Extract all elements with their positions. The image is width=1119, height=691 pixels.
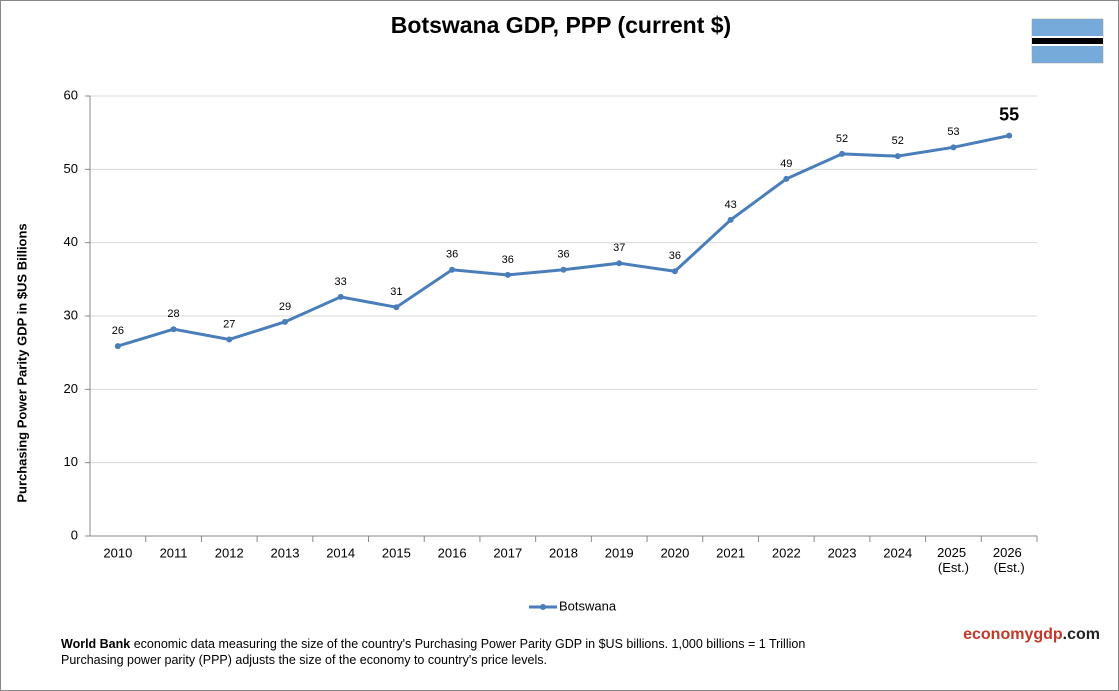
point xyxy=(393,304,400,311)
y-tick-label: 50 xyxy=(64,161,78,176)
x-tick-label: 2023 xyxy=(828,545,857,560)
data-label: 36 xyxy=(669,250,681,262)
data-label: 33 xyxy=(335,276,347,288)
brand: economygdp.com xyxy=(963,626,1100,644)
point xyxy=(560,266,567,273)
x-tick-label: 2015 xyxy=(382,545,411,560)
data-label: 36 xyxy=(557,249,569,261)
brand-name: economygdp xyxy=(963,626,1063,643)
point xyxy=(170,326,177,333)
y-tick-label: 20 xyxy=(64,381,78,396)
point xyxy=(616,260,623,267)
x-tick-label: 2019 xyxy=(605,545,634,560)
y-tick-label: 30 xyxy=(64,307,78,322)
x-tick-label: 2020 xyxy=(660,545,689,560)
flag xyxy=(1031,18,1104,64)
data-label: 37 xyxy=(613,242,625,254)
point xyxy=(1006,132,1013,139)
y-tick-label: 10 xyxy=(64,454,78,469)
x-tick-label: 2016 xyxy=(438,545,467,560)
point xyxy=(671,268,678,275)
x-tick-label: 2011 xyxy=(160,545,188,560)
data-label: 49 xyxy=(780,158,792,170)
data-label: 52 xyxy=(892,135,904,147)
point xyxy=(449,266,456,273)
x-tick-label: 2012 xyxy=(215,545,244,560)
point xyxy=(727,216,734,223)
footer-line: Purchasing power parity (PPP) adjusts th… xyxy=(61,653,547,667)
point xyxy=(337,293,344,300)
data-label: 52 xyxy=(836,133,848,145)
point xyxy=(281,318,288,325)
x-tick-label: 2022 xyxy=(772,545,801,560)
point xyxy=(226,336,233,343)
y-tick-label: 40 xyxy=(64,234,78,249)
data-label: 43 xyxy=(724,199,736,211)
brand-suffix: .com xyxy=(1062,626,1100,643)
data-label: 26 xyxy=(112,325,124,337)
x-tick-label: 2010 xyxy=(103,545,132,560)
footer-source: World Bank xyxy=(61,637,131,651)
series-line xyxy=(117,134,1010,348)
footer-text: economic data measuring the size of the … xyxy=(130,637,806,651)
data-label: 27 xyxy=(223,318,235,330)
x-tick-label: 2026 (Est.) xyxy=(993,545,1026,575)
y-tick-label: 60 xyxy=(64,87,78,102)
y-tick-label: 0 xyxy=(71,527,78,542)
point xyxy=(894,153,901,160)
point xyxy=(504,271,511,278)
data-label: 28 xyxy=(167,308,179,320)
data-label: 36 xyxy=(502,254,514,266)
footer-line: World Bank economic data measuring the s… xyxy=(61,637,805,651)
point xyxy=(839,150,846,157)
y-axis-label: Purchasing Power Parity GDP in $US Billi… xyxy=(14,223,29,502)
x-tick-label: 2013 xyxy=(271,545,300,560)
point xyxy=(950,144,957,151)
data-label: 36 xyxy=(446,249,458,261)
legend-label: Botswana xyxy=(559,598,617,613)
x-tick-label: 2021 xyxy=(716,545,745,560)
data-label: 53 xyxy=(947,126,959,138)
data-label: 29 xyxy=(279,301,291,313)
x-tick-label: 2017 xyxy=(493,545,522,560)
data-label: 55 xyxy=(999,104,1019,124)
x-tick-label: 2024 xyxy=(883,545,912,560)
chart-title: Botswana GDP, PPP (current $) xyxy=(391,12,731,38)
data-label: 31 xyxy=(390,286,402,298)
x-tick-label: 2018 xyxy=(549,545,578,560)
x-tick-label: 2025 (Est.) xyxy=(937,545,970,575)
point xyxy=(783,175,790,182)
x-tick-label: 2014 xyxy=(326,545,355,560)
legend-marker xyxy=(540,604,546,610)
point xyxy=(114,343,121,350)
